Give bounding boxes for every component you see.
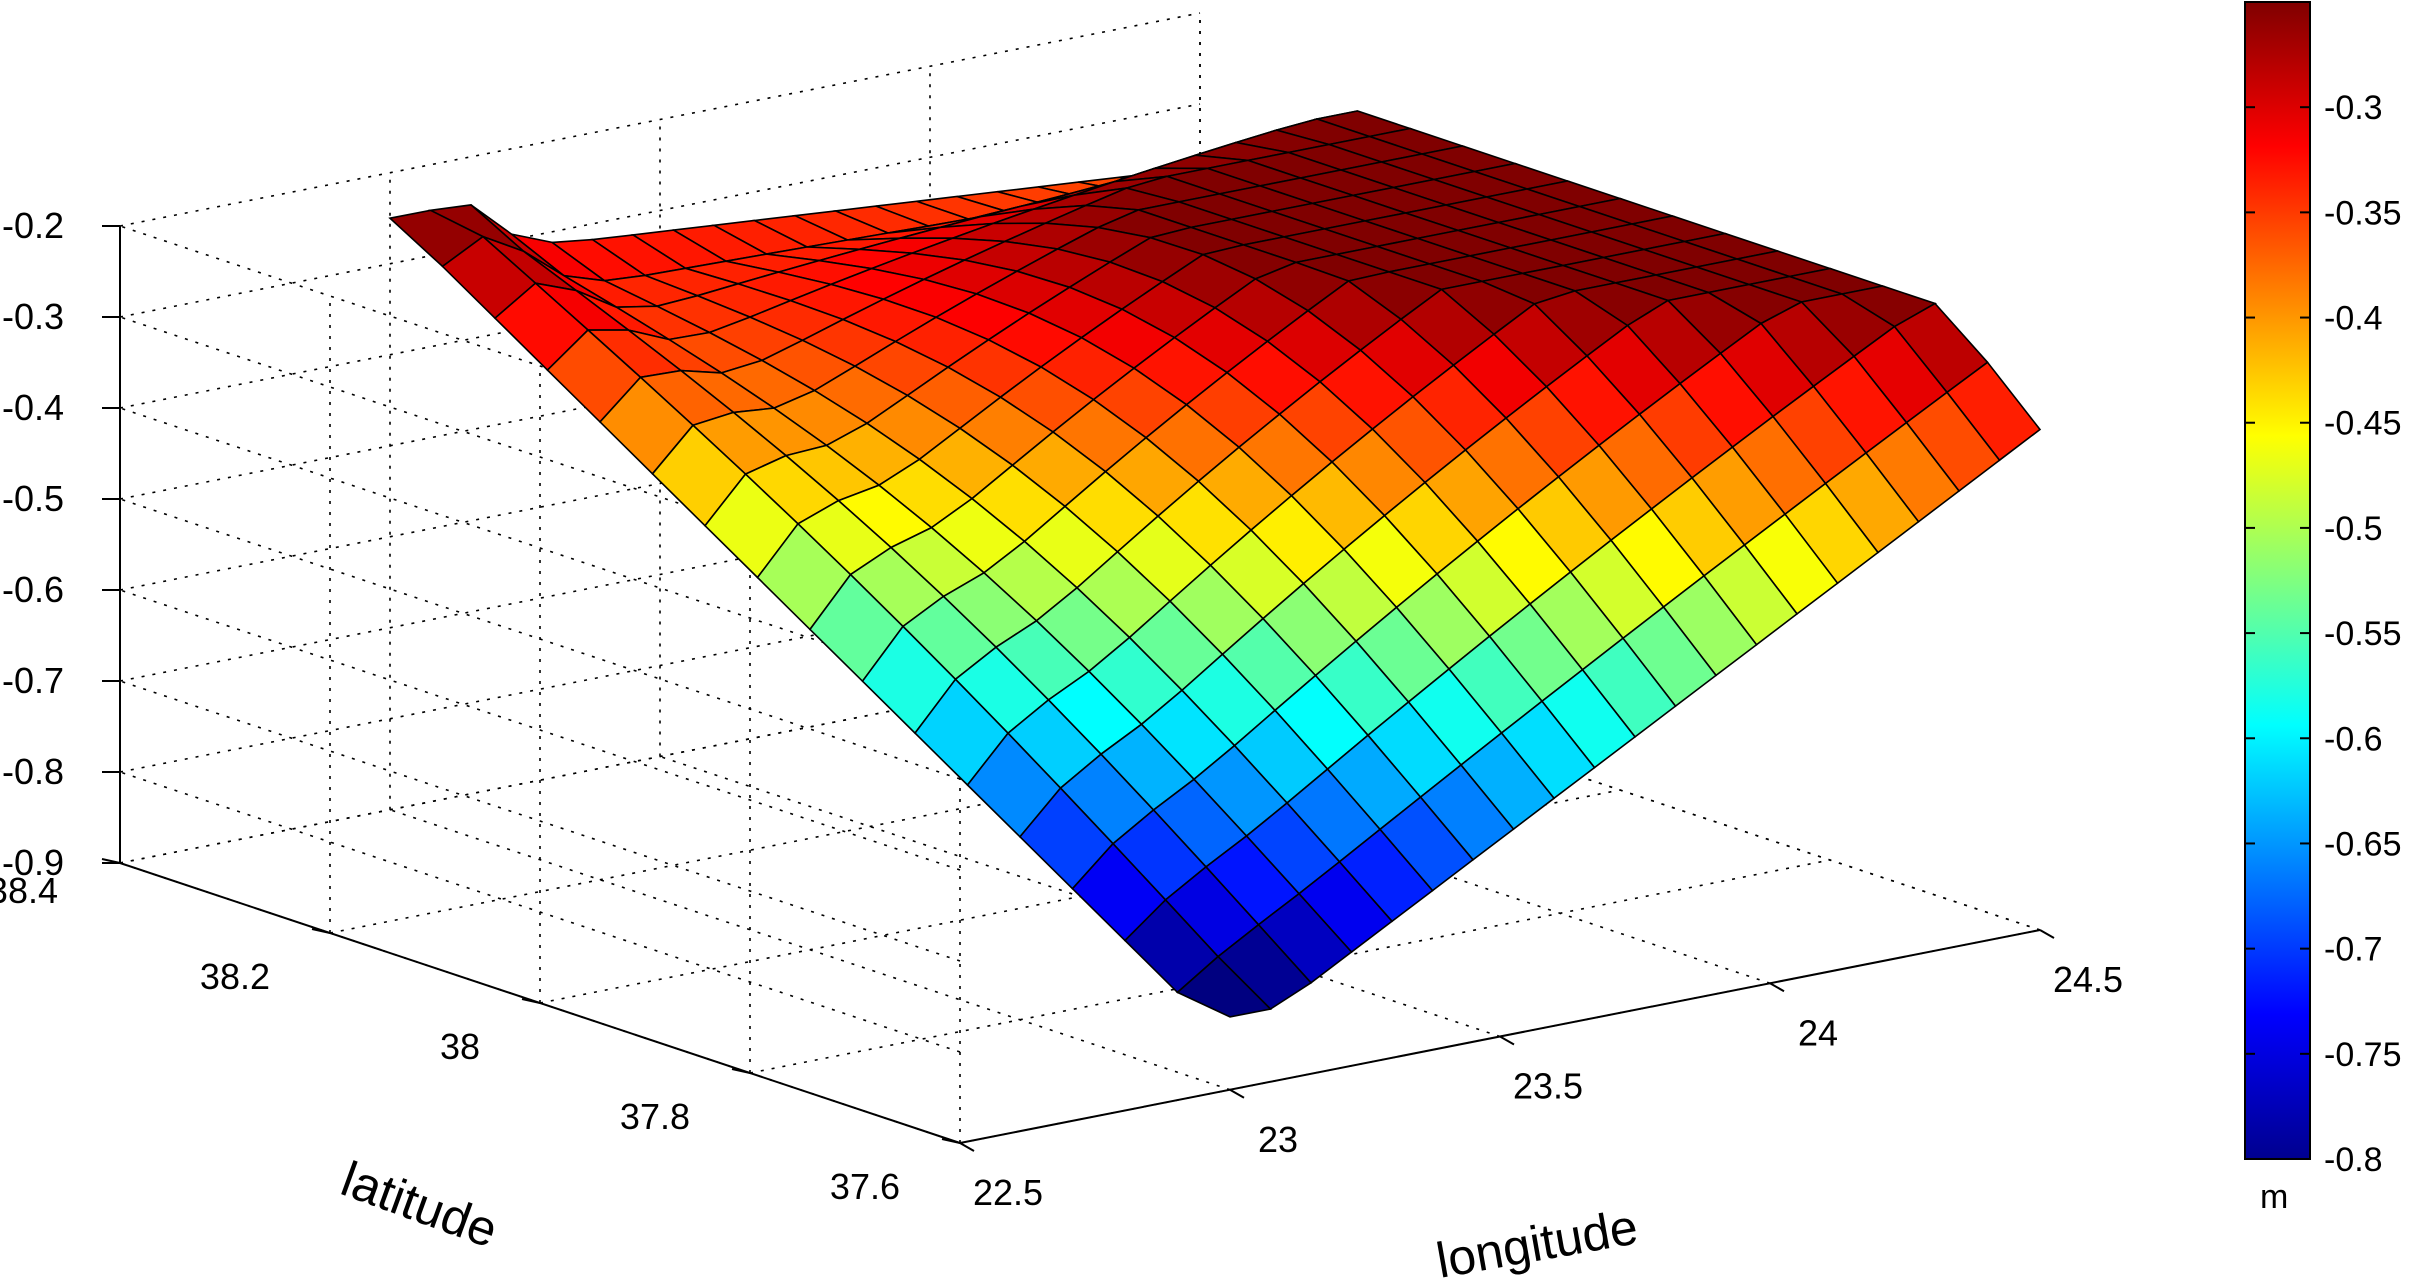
x-tick-label: 24.5 (2053, 959, 2123, 1000)
y-tick-label: 37.8 (620, 1096, 690, 1137)
latitude-axis-label: latitude (334, 1151, 505, 1259)
grid-line-z-back (119, 103, 1201, 318)
z-tick-label: -0.7 (2, 660, 64, 701)
surface-cell (1176, 955, 1273, 1018)
colorbar-tick-label: -0.7 (2324, 931, 2383, 969)
grid-line-z-back (119, 12, 1201, 227)
grid-line-z-left (119, 589, 961, 871)
x-tick-label: 23.5 (1513, 1066, 1583, 1107)
surface-mesh (388, 110, 2042, 1018)
x-tick-mark (2039, 929, 2055, 939)
grid-line-z-back (119, 467, 1201, 682)
colorbar-tick-label: -0.4 (2324, 300, 2383, 338)
colorbar-unit-label: m (2260, 1178, 2288, 1216)
x-tick-mark (1769, 982, 1785, 993)
axes (101, 225, 2055, 1152)
grid-line-y-floor (119, 649, 1201, 864)
z-tick-label: -0.2 (2, 205, 64, 246)
z-tick-label: -0.6 (2, 569, 64, 610)
colorbar-tick-label: -0.5 (2324, 510, 2383, 548)
colorbar-tick-label: -0.55 (2324, 615, 2402, 653)
z-tick-label: -0.9 (2, 842, 64, 883)
colorbar-tick-label: -0.35 (2324, 194, 2402, 232)
x-tick-mark (1229, 1088, 1245, 1099)
x-tick-mark (959, 1142, 975, 1152)
colorbar-tick-label: -0.6 (2324, 720, 2383, 758)
colorbar-tick-label: -0.8 (2324, 1141, 2383, 1179)
grid-line-z-left (119, 316, 961, 598)
x-tick-label: 23 (1258, 1119, 1298, 1160)
z-tick-label: -0.3 (2, 296, 64, 337)
colorbar-tick-label: -0.75 (2324, 1036, 2402, 1074)
z-tick-label: -0.8 (2, 751, 64, 792)
grid-line-y-floor (329, 719, 1411, 934)
y-tick-mark (731, 1068, 751, 1074)
grid-line-z-left (119, 225, 961, 507)
x-tick-label: 24 (1798, 1012, 1838, 1053)
colorbar-gradient (2244, 1, 2311, 1160)
x-tick-mark (1499, 1035, 1515, 1046)
y-tick-label: 38 (440, 1026, 480, 1067)
y-tick-mark (311, 928, 331, 934)
grid-line-z-left (119, 680, 961, 962)
colorbar-tick-label: -0.65 (2324, 825, 2402, 863)
y-tick-mark (941, 1138, 961, 1144)
z-tick-label: -0.4 (2, 387, 64, 428)
colorbar-tick-label: -0.45 (2324, 405, 2402, 443)
y-tick-label: 37.6 (830, 1166, 900, 1207)
x-tick-label: 22.5 (973, 1172, 1043, 1213)
grid-line-z-left (119, 407, 961, 689)
y-tick-mark (521, 998, 541, 1004)
colorbar-ticks: -0.3 -0.35 -0.4 -0.45 -0.5 -0.55 -0.6 -0.65 -0.7… (2245, 89, 2402, 1179)
z-tick-label: -0.5 (2, 478, 64, 519)
longitude-axis-label: longitude (1432, 1198, 1642, 1283)
y-tick-label: 38.2 (200, 956, 270, 997)
tick-labels: 22.5 23 23.5 24 24.5 37.6 37.8 38 38.2 38.4-0.9 -0… (0, 205, 2123, 1213)
grid-line-z-back (119, 376, 1201, 591)
colorbar: -0.3 -0.35 -0.4 -0.45 -0.5 -0.55 -0.6 -0.65 -0.7… (2244, 1, 2402, 1216)
y-tick-label: 38.4 (0, 870, 58, 911)
colorbar-tick-label: -0.3 (2324, 89, 2383, 127)
